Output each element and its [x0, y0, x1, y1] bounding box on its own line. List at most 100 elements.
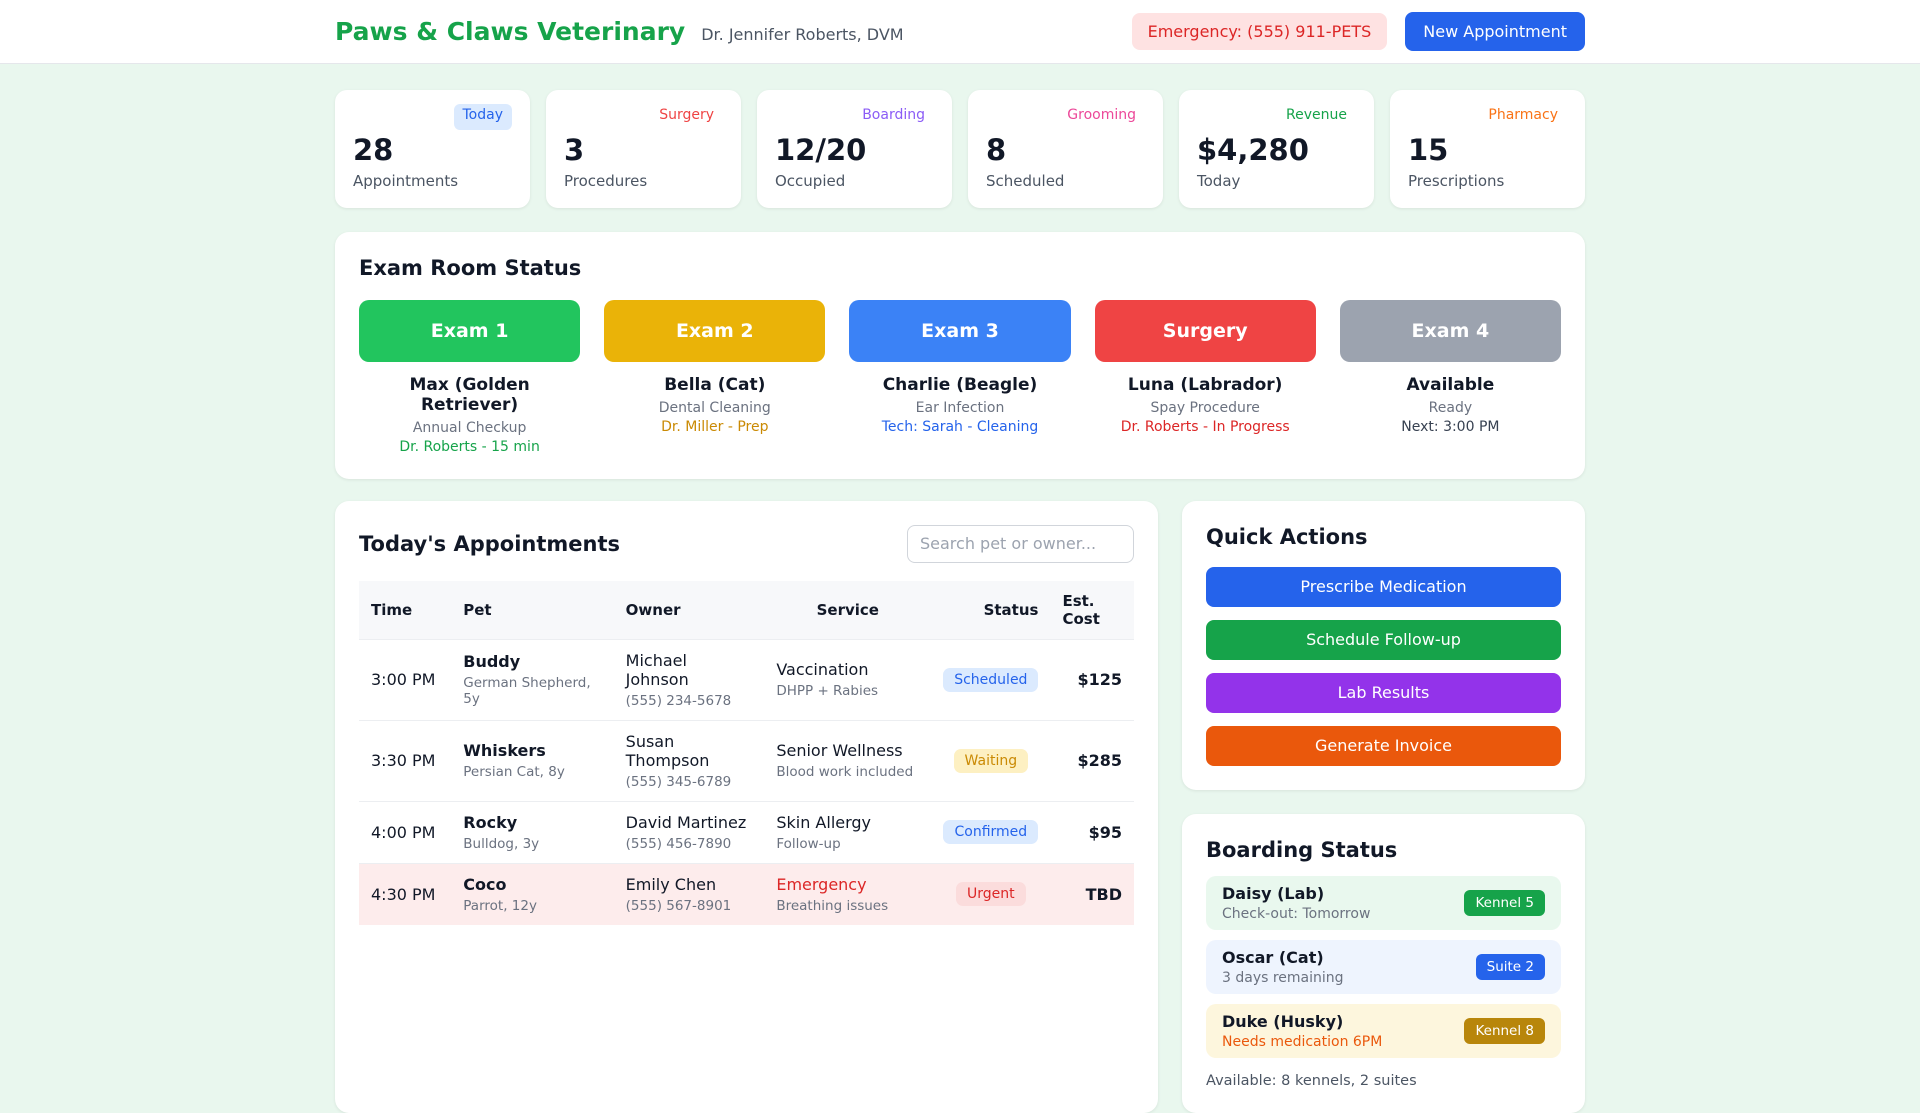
pet-detail: Persian Cat, 8y	[463, 764, 565, 781]
stat-value: 8	[986, 133, 1007, 167]
stat-card: Surgery 3 Procedures	[546, 90, 741, 208]
quick-action-button[interactable]: Lab Results	[1206, 672, 1561, 713]
exam-room-status-title: Exam Room Status	[359, 255, 582, 280]
search-input[interactable]	[907, 524, 1134, 563]
estimated-cost: $285	[1077, 751, 1122, 771]
exam-room: Exam 3 Charlie (Beagle) Ear Infection Te…	[849, 299, 1071, 455]
appointments-title: Today's Appointments	[359, 531, 620, 556]
emergency-phone-badge: Emergency: (555) 911-PETS	[1131, 13, 1388, 50]
boarding-status-panel: Boarding Status Daisy (Lab) Check-out: T…	[1182, 813, 1585, 1113]
appointment-time: 4:00 PM	[371, 822, 436, 842]
stat-card: Boarding 12/20 Occupied	[757, 90, 952, 208]
owner-phone: (555) 567-8901	[625, 897, 732, 914]
pet-detail: German Shepherd, 5y	[463, 675, 591, 708]
service-name: Senior Wellness	[776, 741, 903, 761]
appointment-row[interactable]: 4:30 PM Coco Parrot, 12y Emily Chen (555…	[359, 863, 1134, 925]
room-service: Ready	[1428, 399, 1473, 416]
estimated-cost: $95	[1088, 822, 1122, 842]
owner-phone: (555) 456-7890	[625, 835, 732, 852]
appointment-row[interactable]: 3:00 PM Buddy German Shepherd, 5y Michae…	[359, 639, 1134, 720]
boarding-pet-name: Daisy (Lab)	[1222, 883, 1325, 903]
pet-name: Buddy	[463, 652, 521, 672]
column-header: Status	[983, 600, 1039, 619]
owner-name: Susan Thompson	[625, 731, 710, 770]
pet-detail: Bulldog, 3y	[463, 835, 540, 852]
stat-card: Revenue $4,280 Today	[1179, 90, 1374, 208]
service-detail: Follow-up	[776, 835, 841, 852]
owner-phone: (555) 234-5678	[625, 692, 732, 709]
kennel-badge: Kennel 5	[1464, 889, 1545, 916]
exam-room-tile[interactable]: Exam 3	[849, 299, 1071, 362]
stat-value: 3	[564, 133, 585, 167]
room-status: Dr. Roberts - 15 min	[399, 438, 540, 455]
topbar-actions: Emergency: (555) 911-PETS New Appointmen…	[1131, 12, 1585, 51]
pet-detail: Parrot, 12y	[463, 897, 537, 914]
exam-room-tile[interactable]: Exam 2	[604, 299, 826, 362]
boarding-pet-name: Duke (Husky)	[1222, 1011, 1344, 1031]
quick-action-button[interactable]: Prescribe Medication	[1206, 566, 1561, 607]
top-bar: Paws & Claws Veterinary Dr. Jennifer Rob…	[0, 0, 1920, 64]
stat-category-tag: Boarding	[862, 107, 925, 123]
stat-label: Appointments	[353, 171, 459, 190]
room-service: Annual Checkup	[412, 419, 527, 436]
exam-room: Exam 1 Max (Golden Retriever) Annual Che…	[359, 299, 581, 455]
room-patient: Max (Golden Retriever)	[409, 374, 530, 415]
service-name: Emergency	[776, 874, 867, 894]
room-service: Ear Infection	[915, 399, 1005, 416]
appointments-panel: Today's Appointments Time Pet Owner Service…	[335, 500, 1158, 1113]
column-header: Time	[371, 600, 413, 619]
stat-card: Pharmacy 15 Prescriptions	[1390, 90, 1585, 208]
exam-room: Exam 2 Bella (Cat) Dental Cleaning Dr. M…	[604, 299, 826, 455]
appointment-time: 3:00 PM	[371, 670, 436, 690]
room-patient: Available	[1406, 374, 1495, 395]
owner-name: David Martinez	[625, 812, 747, 832]
quick-action-button[interactable]: Generate Invoice	[1206, 725, 1561, 766]
boarding-entry: Oscar (Cat) 3 days remaining Suite 2	[1206, 939, 1561, 994]
appointment-row[interactable]: 4:00 PM Rocky Bulldog, 3y David Martinez…	[359, 801, 1134, 863]
boarding-availability: Available: 8 kennels, 2 suites	[1206, 1072, 1417, 1089]
clinic-name: Paws & Claws Veterinary	[335, 17, 686, 46]
service-detail: Blood work included	[776, 764, 914, 781]
stat-category-tag: Revenue	[1286, 107, 1347, 123]
room-status: Tech: Sarah - Cleaning	[881, 418, 1039, 435]
exam-room-tile[interactable]: Surgery	[1094, 299, 1316, 362]
doctor-name: Dr. Jennifer Roberts, DVM	[701, 25, 904, 44]
exam-room-tile[interactable]: Exam 4	[1339, 299, 1561, 362]
quick-actions-panel: Quick Actions Prescribe Medication Sched…	[1182, 500, 1585, 790]
room-service: Spay Procedure	[1150, 399, 1260, 416]
estimated-cost: $125	[1077, 670, 1122, 690]
quick-action-button[interactable]: Schedule Follow-up	[1206, 619, 1561, 660]
exam-room-tile[interactable]: Exam 1	[359, 299, 581, 362]
stat-card: Today 28 Appointments	[335, 90, 530, 208]
appointment-row[interactable]: 3:30 PM Whiskers Persian Cat, 8y Susan T…	[359, 720, 1134, 801]
kennel-badge: Suite 2	[1475, 953, 1545, 980]
stat-category-tag: Today	[453, 104, 512, 130]
column-header: Service	[816, 600, 879, 619]
room-status: Dr. Roberts - In Progress	[1120, 418, 1290, 435]
stat-value: $4,280	[1197, 133, 1309, 167]
stat-label: Occupied	[775, 171, 846, 190]
status-badge: Confirmed	[943, 820, 1039, 845]
appointment-time: 3:30 PM	[371, 751, 436, 771]
exam-room-status-panel: Exam Room Status Exam 1 Max (Golden Retr…	[335, 231, 1585, 479]
room-patient: Bella (Cat)	[664, 374, 766, 395]
new-appointment-button[interactable]: New Appointment	[1405, 12, 1585, 51]
status-badge: Waiting	[953, 748, 1029, 773]
column-header: Pet	[463, 600, 492, 619]
right-column: Quick Actions Prescribe Medication Sched…	[1182, 500, 1585, 1113]
brand-group: Paws & Claws Veterinary Dr. Jennifer Rob…	[335, 17, 904, 46]
status-badge: Urgent	[956, 882, 1026, 907]
room-status: Dr. Miller - Prep	[661, 418, 769, 435]
stat-label: Today	[1197, 171, 1241, 190]
kennel-badge: Kennel 8	[1464, 1017, 1545, 1044]
stat-value: 12/20	[775, 133, 867, 167]
boarding-entry: Duke (Husky) Needs medication 6PM Kennel…	[1206, 1003, 1561, 1058]
boarding-status-title: Boarding Status	[1206, 837, 1398, 862]
stat-card: Grooming 8 Scheduled	[968, 90, 1163, 208]
stats-row: Today 28 Appointments Surgery 3 Procedur…	[335, 90, 1585, 208]
boarding-note: Needs medication 6PM	[1222, 1033, 1383, 1050]
boarding-pet-name: Oscar (Cat)	[1222, 947, 1324, 967]
estimated-cost: TBD	[1085, 884, 1122, 904]
pet-name: Coco	[463, 874, 507, 894]
boarding-note: 3 days remaining	[1222, 969, 1344, 986]
